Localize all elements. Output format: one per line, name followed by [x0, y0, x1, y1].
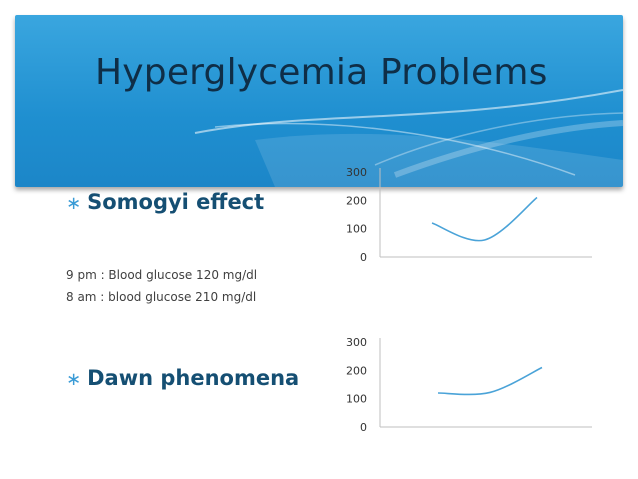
- decorative-waves: [194, 89, 623, 187]
- y-tick-label: 300: [346, 336, 367, 349]
- y-tick-label: 0: [360, 251, 367, 264]
- bullet-label: Somogyi effect: [87, 190, 265, 214]
- y-tick-label: 200: [346, 194, 367, 207]
- note-8am: 8 am : blood glucose 210 mg/dl: [66, 290, 257, 304]
- title-banner: [15, 15, 623, 187]
- page-title: Hyperglycemia Problems: [95, 52, 548, 93]
- y-tick-label: 300: [346, 166, 367, 179]
- bullet-dawn: ∗ Dawn phenomena: [66, 366, 299, 390]
- dawn-chart: 0 100 200 300: [346, 336, 592, 434]
- series-line: [431, 196, 538, 242]
- y-tick-label: 100: [346, 393, 367, 406]
- bullet-icon: ∗: [66, 193, 82, 214]
- y-tick-label: 100: [346, 223, 367, 236]
- y-tick-label: 0: [360, 421, 367, 434]
- y-tick-label: 200: [346, 364, 367, 377]
- somogyi-chart: 0 100 200 300: [346, 166, 592, 264]
- bullet-icon: ∗: [66, 369, 82, 390]
- bullet-label: Dawn phenomena: [87, 366, 300, 390]
- note-9pm: 9 pm : Blood glucose 120 mg/dl: [66, 268, 258, 282]
- series-line: [437, 366, 543, 396]
- bullet-somogyi: ∗ Somogyi effect: [66, 190, 264, 214]
